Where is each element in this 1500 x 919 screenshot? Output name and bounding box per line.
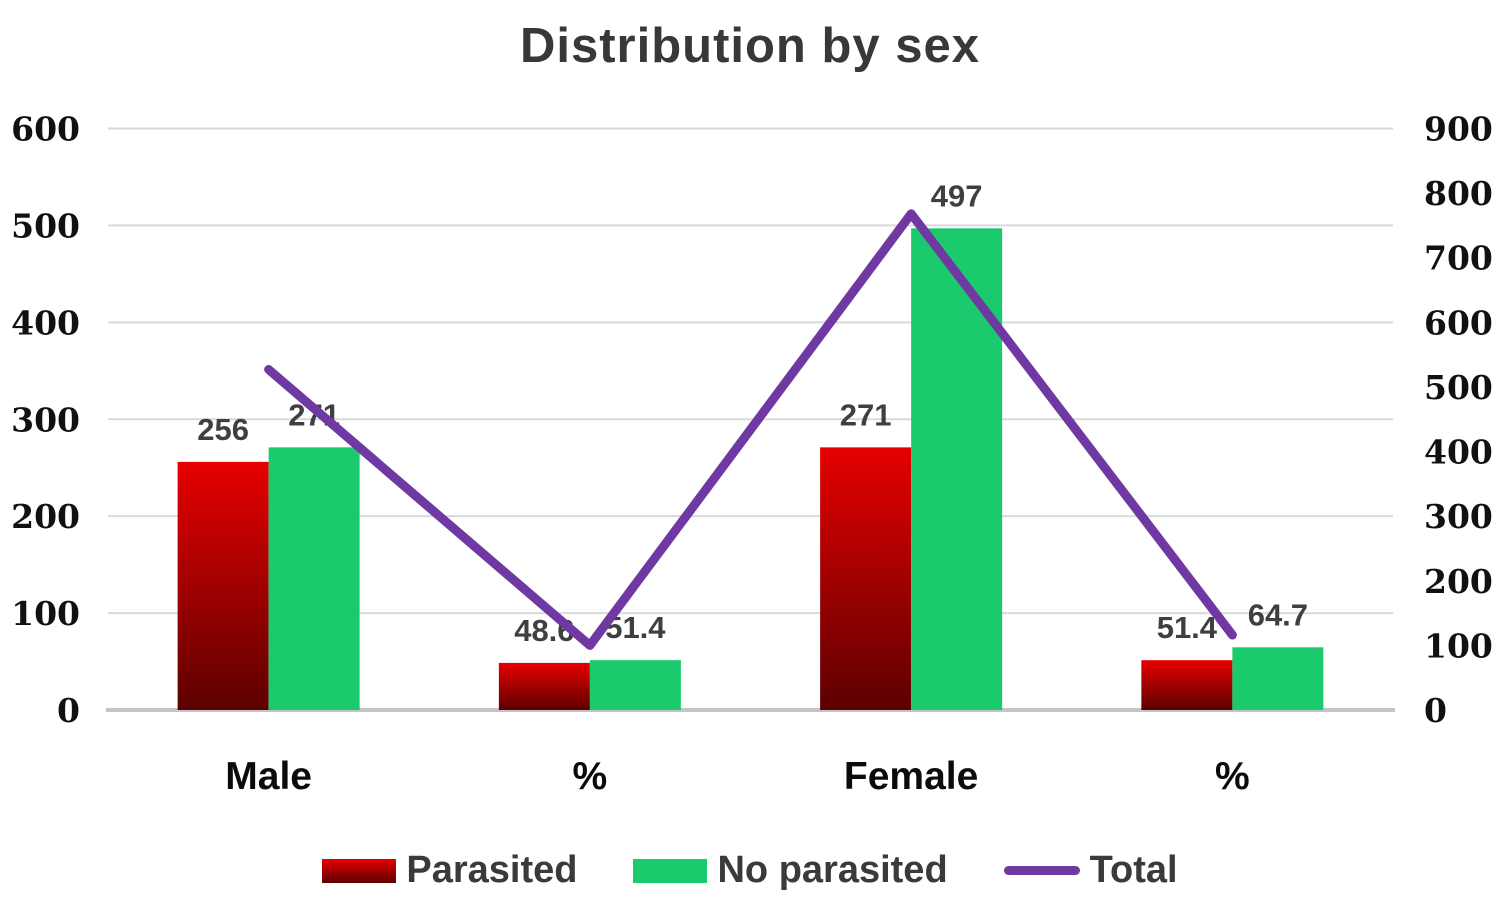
right-axis-tick-label: 300 [1424, 497, 1493, 536]
bar-parasited-3 [1141, 660, 1233, 710]
left-axis-tick-label: 0 [57, 691, 80, 730]
legend-label-parasited: Parasited [406, 849, 578, 891]
bar-no-parasited-3 [1232, 647, 1324, 710]
right-axis-tick-label: 800 [1424, 174, 1493, 213]
bar-parasited-0 [177, 461, 269, 710]
bar-parasited-1 [498, 662, 590, 710]
right-axis-tick-label: 0 [1424, 691, 1447, 730]
data-label: 271 [840, 397, 892, 432]
data-label: 51.4 [1157, 610, 1218, 645]
legend-swatch-no-parasited [633, 858, 708, 883]
bar-no-parasited-2 [911, 228, 1003, 711]
left-axis-tick-label: 600 [11, 110, 80, 149]
right-axis-tick-label: 100 [1424, 626, 1493, 665]
left-axis-tick-label: 400 [11, 303, 80, 342]
right-axis-tick-label: 900 [1424, 110, 1493, 149]
category-label-2: Female [844, 755, 978, 798]
legend-item-parasited: Parasited [322, 849, 577, 892]
category-label-3: % [1215, 755, 1250, 798]
left-axis-tick-label: 100 [11, 594, 80, 633]
total-line [264, 209, 1237, 650]
bar-parasited-2 [820, 447, 912, 710]
right-axis-tick-label: 500 [1424, 368, 1493, 407]
bar-no-parasited-1 [589, 660, 681, 710]
data-label: 48.6 [514, 613, 574, 648]
left-axis-tick-label: 500 [11, 206, 80, 245]
data-label: 256 [197, 412, 249, 447]
legend-swatch-parasited [322, 858, 397, 883]
chart-title: Distribution by sex [519, 19, 981, 73]
right-axis-tick-label: 700 [1424, 239, 1493, 278]
legend-item-total: Total [1003, 849, 1178, 892]
legend-label-no-parasited: No parasited [717, 849, 948, 891]
legend-item-no-parasited: No parasited [633, 849, 948, 892]
category-label-1: % [573, 755, 608, 798]
right-axis-tick-label: 200 [1424, 562, 1493, 601]
left-axis-tick-label: 200 [11, 497, 80, 536]
category-label-0: Male [225, 755, 312, 798]
right-axis-tick-label: 600 [1424, 303, 1493, 342]
legend-label-total: Total [1089, 849, 1178, 891]
legend-swatch-total-line [1003, 866, 1080, 875]
legend: Parasited No parasited Total [0, 849, 1500, 892]
left-axis-tick-label: 300 [11, 400, 80, 439]
data-label: 497 [931, 178, 983, 213]
data-label: 64.7 [1248, 597, 1308, 632]
right-axis-tick-label: 400 [1424, 433, 1493, 472]
bar-no-parasited-0 [268, 447, 360, 710]
